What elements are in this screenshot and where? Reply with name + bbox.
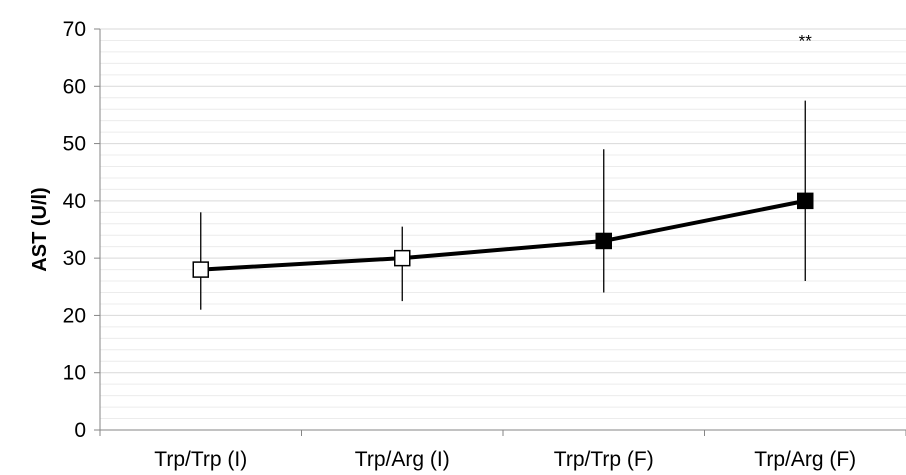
series-line [200,198,806,272]
x-tick-label: Trp/Arg (I) [355,448,450,471]
x-tick-label: Trp/Arg (F) [754,448,856,471]
annotations: ** [799,31,813,50]
x-tick-labels: Trp/Trp (I) Trp/Arg (I) Trp/Trp (F) Trp/Arg… [154,448,856,471]
x-tick-label: Trp/Trp (I) [154,448,247,471]
significance-annotation: ** [799,31,813,50]
data-series [200,198,806,272]
y-tick-label: 20 [63,304,86,327]
data-point-marker [595,232,612,250]
y-tick-label: 30 [63,247,86,270]
y-tick-label: 10 [63,362,86,385]
data-markers [192,192,814,278]
data-point-marker [394,249,411,267]
data-point-marker [797,192,814,210]
y-tick-label: 70 [63,18,86,41]
y-tick-label: 50 [63,133,86,156]
axes [94,28,906,436]
y-axis-title: AST (U/l) [29,187,51,271]
y-tick-label: 40 [63,190,86,213]
y-tick-label: 0 [74,419,86,442]
data-point-marker [192,261,209,278]
x-tick-label: Trp/Trp (F) [554,448,654,471]
y-tick-labels: 0 10 20 30 40 50 60 70 [63,18,86,442]
grid-lines [100,28,906,420]
y-tick-label: 60 [63,75,86,98]
